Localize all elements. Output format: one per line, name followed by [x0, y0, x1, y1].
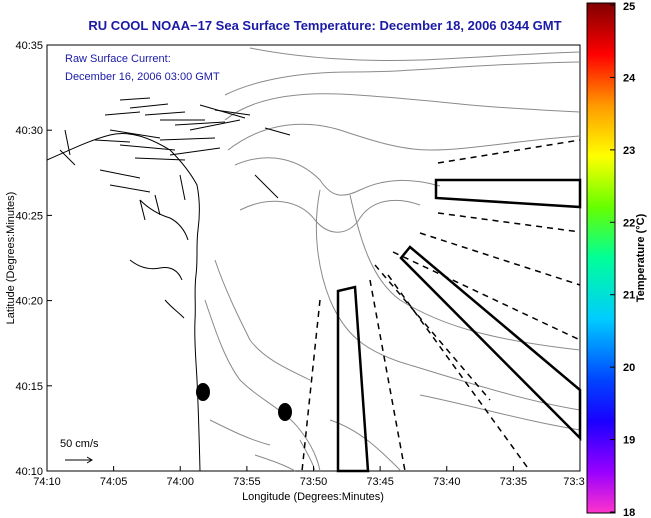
legend-line-2: December 16, 2006 03:00 GMT	[65, 71, 220, 83]
x-tick-label: 73:50	[300, 476, 328, 488]
y-axis-ticks: 40:35 40:30 40:25 40:20 40:15 40:10	[15, 40, 52, 478]
x-tick-label: 73:3	[563, 476, 584, 488]
colorbar-tick-label: 18	[623, 507, 635, 518]
y-tick-label: 40:20	[15, 296, 43, 308]
x-tick-label: 73:45	[366, 476, 394, 488]
station-marker	[196, 383, 210, 401]
x-axis-label: Longitude (Degrees:Minutes)	[242, 491, 384, 503]
colorbar-tick-label: 23	[623, 145, 635, 157]
plot-frame	[46, 44, 581, 472]
colorbar-tick-label: 25	[623, 1, 635, 13]
scale-arrowhead	[86, 456, 93, 464]
colorbar-scale	[586, 2, 616, 514]
y-axis-label: Latitude (Degrees:Minutes)	[5, 192, 17, 325]
colorbar: 25 24 23 22 21 20 19 18 Temperature (°C)	[586, 1, 647, 518]
x-tick-label: 74:10	[33, 476, 61, 488]
colorbar-tick-label: 19	[623, 435, 635, 447]
x-tick-label: 74:05	[100, 476, 128, 488]
bathymetry-contours	[204, 47, 581, 472]
colorbar-ticks: 25 24 23 22 21 20 19 18	[610, 1, 636, 518]
x-tick-label: 73:40	[433, 476, 461, 488]
colorbar-tick-label: 22	[623, 217, 635, 229]
x-tick-label: 74:00	[166, 476, 194, 488]
colorbar-label: Temperature (°C)	[635, 213, 647, 302]
surface-current-vectors	[59, 97, 291, 221]
map-plot-area: Raw Surface Current: December 16, 2006 0…	[46, 44, 582, 473]
x-tick-label: 73:35	[500, 476, 528, 488]
coastline	[46, 132, 201, 472]
y-tick-label: 40:15	[15, 381, 43, 393]
dashed-transects	[301, 139, 581, 472]
survey-polygons	[336, 178, 582, 473]
chart-title: RU COOL NOAA−17 Sea Surface Temperature:…	[88, 18, 561, 33]
legend-line-1: Raw Surface Current:	[65, 53, 171, 65]
y-tick-label: 40:30	[15, 125, 43, 137]
x-tick-label: 73:55	[233, 476, 261, 488]
colorbar-tick-label: 24	[623, 72, 636, 84]
y-tick-label: 40:10	[15, 466, 43, 478]
colorbar-tick-label: 20	[623, 362, 635, 374]
colorbar-tick-label: 21	[623, 290, 635, 302]
x-axis-ticks: 74:10 74:05 74:00 73:55 73:50 73:45 73:40 73:35…	[33, 466, 585, 488]
y-tick-label: 40:35	[15, 40, 43, 52]
y-tick-label: 40:25	[15, 210, 43, 222]
station-marker	[278, 403, 292, 421]
scale-label: 50 cm/s	[60, 438, 99, 450]
